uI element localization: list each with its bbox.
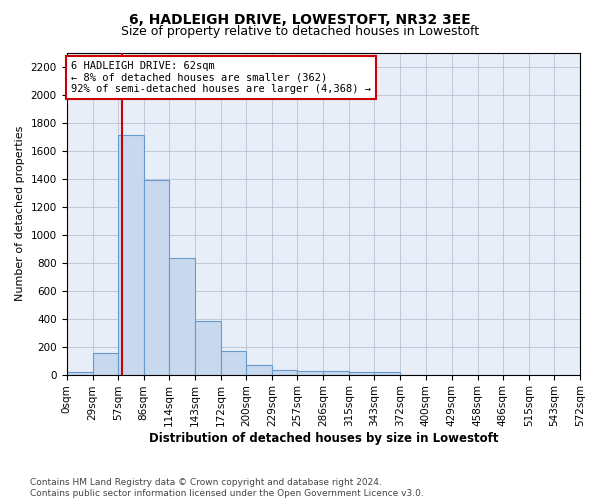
X-axis label: Distribution of detached houses by size in Lowestoft: Distribution of detached houses by size … xyxy=(149,432,498,445)
Bar xyxy=(195,320,221,374)
Bar xyxy=(323,370,349,374)
Text: Size of property relative to detached houses in Lowestoft: Size of property relative to detached ho… xyxy=(121,25,479,38)
Text: 6, HADLEIGH DRIVE, LOWESTOFT, NR32 3EE: 6, HADLEIGH DRIVE, LOWESTOFT, NR32 3EE xyxy=(129,12,471,26)
Bar xyxy=(349,372,374,374)
Bar xyxy=(169,258,195,374)
Y-axis label: Number of detached properties: Number of detached properties xyxy=(15,126,25,301)
Bar xyxy=(92,353,118,374)
Bar xyxy=(67,372,92,374)
Bar xyxy=(118,135,144,374)
Text: Contains HM Land Registry data © Crown copyright and database right 2024.
Contai: Contains HM Land Registry data © Crown c… xyxy=(30,478,424,498)
Bar xyxy=(144,180,169,374)
Bar xyxy=(246,366,272,374)
Bar xyxy=(272,370,297,374)
Bar xyxy=(297,370,323,374)
Text: 6 HADLEIGH DRIVE: 62sqm
← 8% of detached houses are smaller (362)
92% of semi-de: 6 HADLEIGH DRIVE: 62sqm ← 8% of detached… xyxy=(71,61,371,94)
Bar xyxy=(374,372,400,374)
Bar xyxy=(221,352,246,374)
